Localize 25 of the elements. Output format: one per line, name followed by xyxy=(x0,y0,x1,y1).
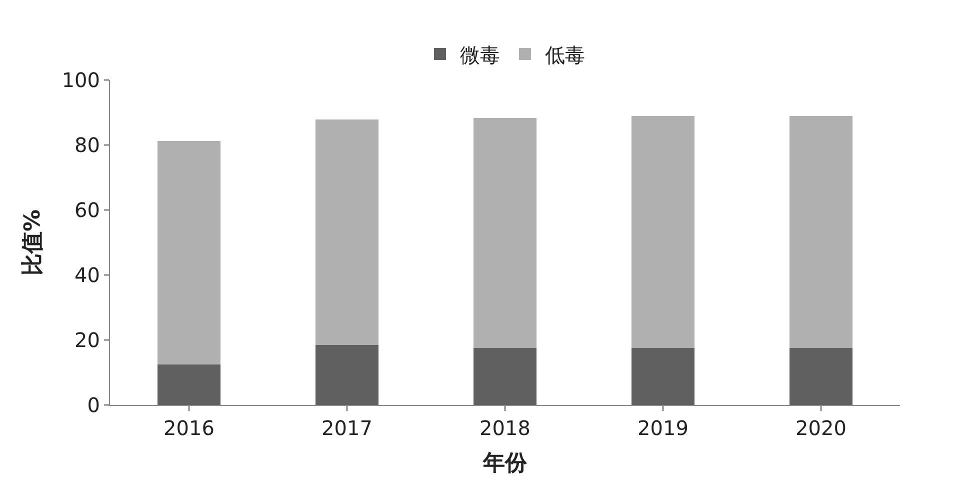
bar xyxy=(315,345,379,405)
x-tick-label: 2017 xyxy=(322,416,372,440)
bar xyxy=(315,119,379,346)
legend-label: 微毒 xyxy=(460,42,500,67)
legend-label: 低毒 xyxy=(545,42,585,67)
y-tick-label: 0 xyxy=(87,393,100,417)
bar xyxy=(631,116,695,348)
x-tick-label: 2019 xyxy=(638,416,688,440)
y-tick-label: 60 xyxy=(74,198,100,222)
bar xyxy=(473,348,537,405)
y-tick-label: 80 xyxy=(74,133,100,157)
x-tick-label: 2016 xyxy=(164,416,214,440)
x-tick-label: 2020 xyxy=(796,416,846,440)
x-axis-title: 年份 xyxy=(482,450,528,476)
y-tick-label: 20 xyxy=(74,328,100,352)
bar xyxy=(789,116,853,348)
bar xyxy=(631,348,695,405)
bar xyxy=(157,364,221,405)
y-tick-label: 40 xyxy=(74,263,100,287)
x-tick-label: 2018 xyxy=(480,416,530,440)
y-axis-title: 比值% xyxy=(20,209,46,276)
y-tick-label: 100 xyxy=(62,68,100,92)
bar xyxy=(473,118,537,348)
bar xyxy=(157,140,221,365)
bar xyxy=(789,348,853,405)
